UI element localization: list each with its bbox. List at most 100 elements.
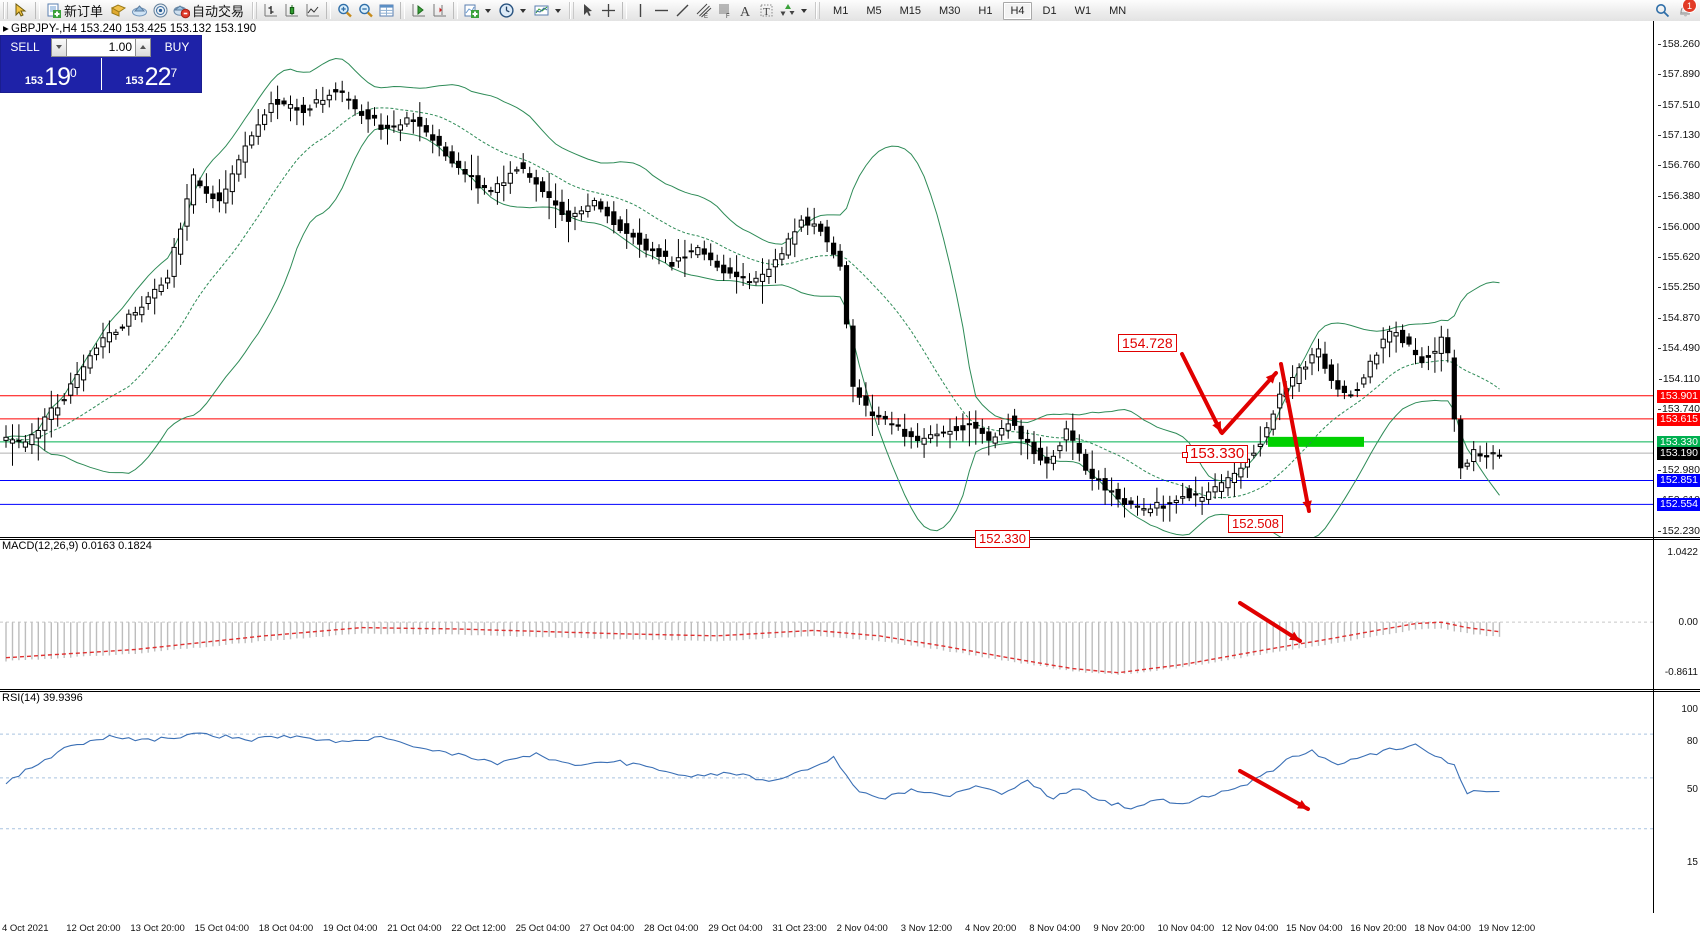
zoom-in-button[interactable] bbox=[334, 1, 355, 20]
equidistant-channel-button[interactable]: E bbox=[693, 1, 714, 20]
price-label-resistance-line[interactable]: 153.901 bbox=[1657, 389, 1700, 403]
buy-price-sup: 7 bbox=[170, 66, 178, 80]
notification-bell-icon[interactable]: 1 bbox=[1677, 0, 1697, 19]
autotrading-button[interactable]: 自动交易 bbox=[171, 1, 249, 20]
timeframe-button-h1[interactable]: H1 bbox=[978, 4, 993, 17]
candle-body bbox=[637, 232, 643, 245]
notification-badge: 1 bbox=[1682, 0, 1697, 13]
cloud-icon bbox=[131, 2, 148, 19]
rsi-trend-arrow-group[interactable] bbox=[1238, 769, 1310, 811]
volume-decrease-button[interactable] bbox=[51, 37, 67, 57]
buy-price-button[interactable]: 153 22 7 bbox=[102, 58, 202, 90]
volume-input[interactable]: 1.00 bbox=[67, 37, 135, 57]
metaeditor-button[interactable] bbox=[108, 1, 129, 20]
price-scale[interactable]: 158.260 157.890 157.510 157.130 156.760 156.3… bbox=[1653, 21, 1700, 913]
timeframe-button-mn[interactable]: MN bbox=[1109, 4, 1127, 17]
annotation-tag-152330[interactable]: 152.330 bbox=[975, 530, 1030, 548]
line-chart-button[interactable] bbox=[302, 1, 323, 20]
timeframe-button-w1[interactable]: W1 bbox=[1074, 4, 1092, 17]
rsi-canvas[interactable] bbox=[0, 693, 1654, 843]
channel-icon: E bbox=[695, 2, 712, 19]
one-click-top-row: SELL 1.00 BUY bbox=[1, 36, 201, 58]
up-arrow-1[interactable] bbox=[1220, 371, 1278, 435]
zoom-out-button[interactable] bbox=[355, 1, 376, 20]
indicators-button[interactable] bbox=[461, 1, 496, 20]
buy-button-label[interactable]: BUY bbox=[164, 40, 190, 54]
price-label-support-line[interactable]: 152.851 bbox=[1657, 474, 1700, 488]
trend-arrow-group[interactable] bbox=[1180, 352, 1312, 513]
cursor-tool-button[interactable] bbox=[11, 1, 32, 20]
annotation-tag-153330[interactable]: 153.330 bbox=[1182, 445, 1249, 463]
crosshair-button[interactable] bbox=[598, 1, 619, 20]
toolbar-grip[interactable] bbox=[3, 2, 8, 19]
down-arrow-1[interactable] bbox=[1180, 352, 1223, 434]
candle-body bbox=[1335, 380, 1341, 390]
timeframe-button-m5[interactable]: M5 bbox=[866, 4, 882, 17]
text-label-button[interactable]: T bbox=[756, 1, 777, 20]
candlestick-chart-button[interactable] bbox=[281, 1, 302, 20]
timeframe-button-d1[interactable]: D1 bbox=[1042, 4, 1057, 17]
candle-body bbox=[1160, 505, 1166, 509]
volume-increase-button[interactable] bbox=[135, 37, 151, 57]
candle-body bbox=[48, 407, 54, 420]
sell-button-label[interactable]: SELL bbox=[10, 40, 40, 54]
price-label-current-price[interactable]: 153.190 bbox=[1657, 447, 1700, 461]
timeframe-button-h4[interactable]: H4 bbox=[1003, 1, 1032, 20]
toolbar-grip-2[interactable] bbox=[252, 2, 258, 19]
annotation-handle[interactable] bbox=[1182, 452, 1188, 458]
one-click-trading-panel[interactable]: SELL 1.00 BUY 153 19 0 153 22 7 bbox=[0, 35, 202, 93]
candle-body bbox=[850, 325, 856, 387]
timeframe-button-m1[interactable]: M1 bbox=[833, 4, 849, 17]
toolbar-grip-4[interactable] bbox=[815, 2, 821, 19]
price-label-support-line[interactable]: 152.554 bbox=[1657, 498, 1700, 512]
price-label-target-line[interactable]: 153.330 bbox=[1657, 435, 1700, 449]
bar-chart-button[interactable] bbox=[260, 1, 281, 20]
chart-area[interactable]: ▸ GBPJPY-,H4 153.240 153.425 153.132 153.… bbox=[0, 21, 1700, 937]
time-axis[interactable]: 4 Oct 2021 12 Oct 20:00 13 Oct 20:00 15 Oct… bbox=[0, 921, 1700, 937]
time-axis-label: 10 Nov 04:00 bbox=[1157, 923, 1215, 934]
fibonacci-button[interactable]: F bbox=[714, 1, 735, 20]
vertical-line-button[interactable] bbox=[630, 1, 651, 20]
cursor-select-button[interactable] bbox=[577, 1, 598, 20]
signal-icon bbox=[152, 2, 169, 19]
arrows-button[interactable] bbox=[777, 1, 812, 20]
rsi-tick-80: 80 bbox=[1686, 736, 1698, 747]
sell-price-button[interactable]: 153 19 0 bbox=[1, 58, 102, 90]
macd-trend-arrow-group[interactable] bbox=[1238, 601, 1302, 643]
period-button[interactable] bbox=[496, 1, 531, 20]
templates-dropdown-caret[interactable] bbox=[555, 8, 562, 13]
price-label-resistance-line[interactable]: 153.615 bbox=[1657, 412, 1700, 426]
target-zone-box[interactable] bbox=[1268, 436, 1364, 447]
macd-canvas[interactable] bbox=[0, 541, 1654, 689]
indicators-dropdown-caret[interactable] bbox=[485, 8, 492, 13]
search-icon[interactable] bbox=[1654, 2, 1671, 19]
text-a-icon: A bbox=[737, 2, 754, 19]
candle-body bbox=[339, 90, 345, 93]
down-arrow-2[interactable] bbox=[1279, 362, 1311, 513]
annotation-tag-152508[interactable]: 152.508 bbox=[1228, 515, 1283, 533]
chart-grid-button[interactable] bbox=[376, 1, 397, 20]
signals-button[interactable] bbox=[150, 1, 171, 20]
macd-down-arrow[interactable] bbox=[1238, 601, 1302, 643]
horizontal-line-button[interactable] bbox=[651, 1, 672, 20]
arrows-dropdown-caret[interactable] bbox=[801, 8, 808, 13]
text-button[interactable]: A bbox=[735, 1, 756, 20]
toolbar-grip-3[interactable] bbox=[569, 2, 575, 19]
chart-shift-button[interactable] bbox=[429, 1, 450, 20]
timeframe-button-m30[interactable]: M30 bbox=[939, 4, 961, 17]
period-dropdown-caret[interactable] bbox=[520, 8, 527, 13]
price-chart-canvas[interactable] bbox=[0, 21, 1654, 537]
templates-button[interactable] bbox=[531, 1, 566, 20]
candle-body bbox=[714, 260, 720, 268]
cloud-button[interactable] bbox=[129, 1, 150, 20]
candle-body bbox=[326, 94, 332, 101]
time-axis-label: 31 Oct 23:00 bbox=[772, 923, 827, 934]
timeframe-button-m15[interactable]: M15 bbox=[899, 4, 921, 17]
trendline-button[interactable] bbox=[672, 1, 693, 20]
new-order-button[interactable]: 新订单 bbox=[43, 1, 108, 20]
auto-scroll-button[interactable] bbox=[408, 1, 429, 20]
annotation-tag-text: 153.330 bbox=[1190, 445, 1245, 462]
annotation-tag-154728[interactable]: 154.728 bbox=[1118, 334, 1177, 352]
rsi-down-arrow[interactable] bbox=[1238, 769, 1310, 811]
volume-stepper[interactable]: 1.00 bbox=[49, 36, 153, 58]
